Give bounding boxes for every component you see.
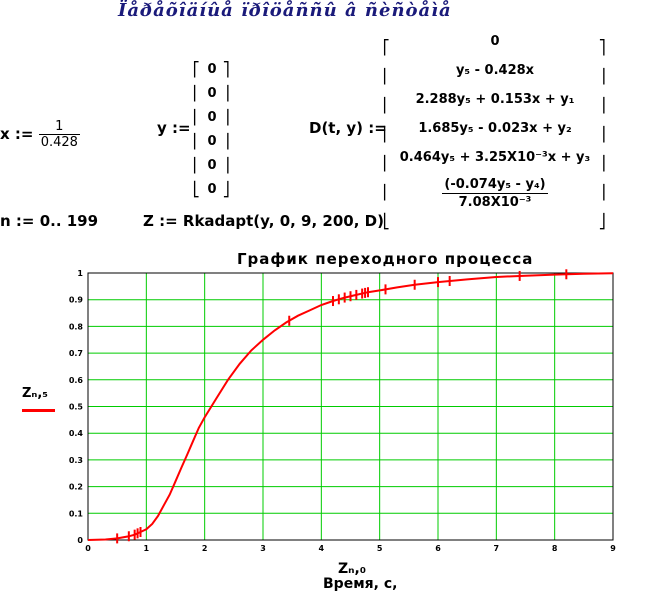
d-matrix: 0 y₅ - 0.428x 2.288y₅ + 0.153x + y₁ 1.68… [395,27,595,211]
page-title: Ïåðåõîäíûå ïðîöåññû â ñèñòåìå [118,0,452,21]
x-axis-sublabel: Время, с, [323,576,398,592]
y-value: 0 [207,134,217,149]
y-tick-label: 0.9 [69,296,84,305]
d-row: 1.685y₅ - 0.023x + y₂ [418,121,572,136]
d-row: 0.464y₅ + 3.25X10⁻³x + y₃ [399,150,591,165]
legend-line [22,409,55,412]
x-tick-label: 7 [494,544,500,553]
y-lhs: y := [157,119,191,137]
x-tick-label: 0 [85,544,91,553]
y-value: 0 [207,110,217,125]
x-tick-label: 5 [377,544,383,553]
x-tick-label: 1 [144,544,150,553]
y-tick-label: 1 [77,269,83,278]
d-last-row: (-0.074y₅ - y₄) 7.08X10⁻³ [395,176,595,211]
y-tick-label: 0.4 [69,429,84,438]
x-tick-label: 8 [552,544,558,553]
x-tick-label: 6 [435,544,441,553]
x-denominator: 0.428 [40,135,78,150]
y-tick-label: 0.3 [69,456,83,465]
y-tick-label: 0.8 [69,322,84,331]
n-definition: n := 0.. 199 [0,212,99,230]
legend-label: Zₙ,₅ [22,386,48,401]
y-right-bracket: ⎤ ⎥ ⎥ ⎥ ⎥ ⎦ [222,62,231,198]
x-fraction: 1 0.428 [38,119,80,150]
d-row: y₅ - 0.428x [455,63,535,78]
d-last-fraction: (-0.074y₅ - y₄) 7.08X10⁻³ [442,176,548,211]
d-row: 2.288y₅ + 0.153x + y₁ [415,92,575,107]
y-value: 0 [207,62,217,77]
d-left-bracket: ⎡ ⎢ ⎢ ⎢ ⎢ ⎢ ⎣ [382,40,391,230]
x-tick-label: 2 [202,544,208,553]
x-tick-label: 3 [260,544,266,553]
x-axis-label: Zₙ,₀ [338,561,366,577]
d-last-denominator: 7.08X10⁻³ [458,195,532,210]
series-line [87,272,614,541]
x-tick-label: 9 [610,544,616,553]
z-definition: Z := Rkadapt(y, 0, 9, 200, D) [143,212,384,230]
y-value: 0 [207,86,217,101]
x-definition: x := 1 0.428 [0,119,80,150]
x-numerator: 1 [38,119,80,135]
plot-frame [87,272,614,541]
y-vector: 0 0 0 0 0 0 [203,58,221,202]
y-tick-label: 0 [77,536,83,545]
chart-title: График переходного процесса [237,250,534,268]
d-right-bracket: ⎤ ⎥ ⎥ ⎥ ⎥ ⎥ ⎦ [598,40,607,230]
d-row: 0 [490,34,500,49]
d-last-numerator: (-0.074y₅ - y₄) [442,177,548,194]
y-tick-label: 0.2 [69,483,83,492]
x-tick-label: 4 [319,544,325,553]
y-tick-label: 0.7 [69,349,83,358]
y-value: 0 [207,182,217,197]
y-tick-label: 0.5 [69,403,84,412]
y-value: 0 [207,158,217,173]
y-tick-label: 0.6 [69,376,84,385]
series-markers [116,269,568,544]
tick-labels: 0 1 2 3 4 5 6 7 8 9 0 0.1 0.2 0.3 0.4 0.5 0.6 0.7 0.8 0.9 1 [69,269,616,553]
x-lhs: x := [0,125,34,143]
y-tick-label: 0.1 [69,509,84,518]
y-left-bracket: ⎡ ⎢ ⎢ ⎢ ⎢ ⎣ [192,62,201,198]
d-lhs: D(t, y) := [309,119,387,137]
